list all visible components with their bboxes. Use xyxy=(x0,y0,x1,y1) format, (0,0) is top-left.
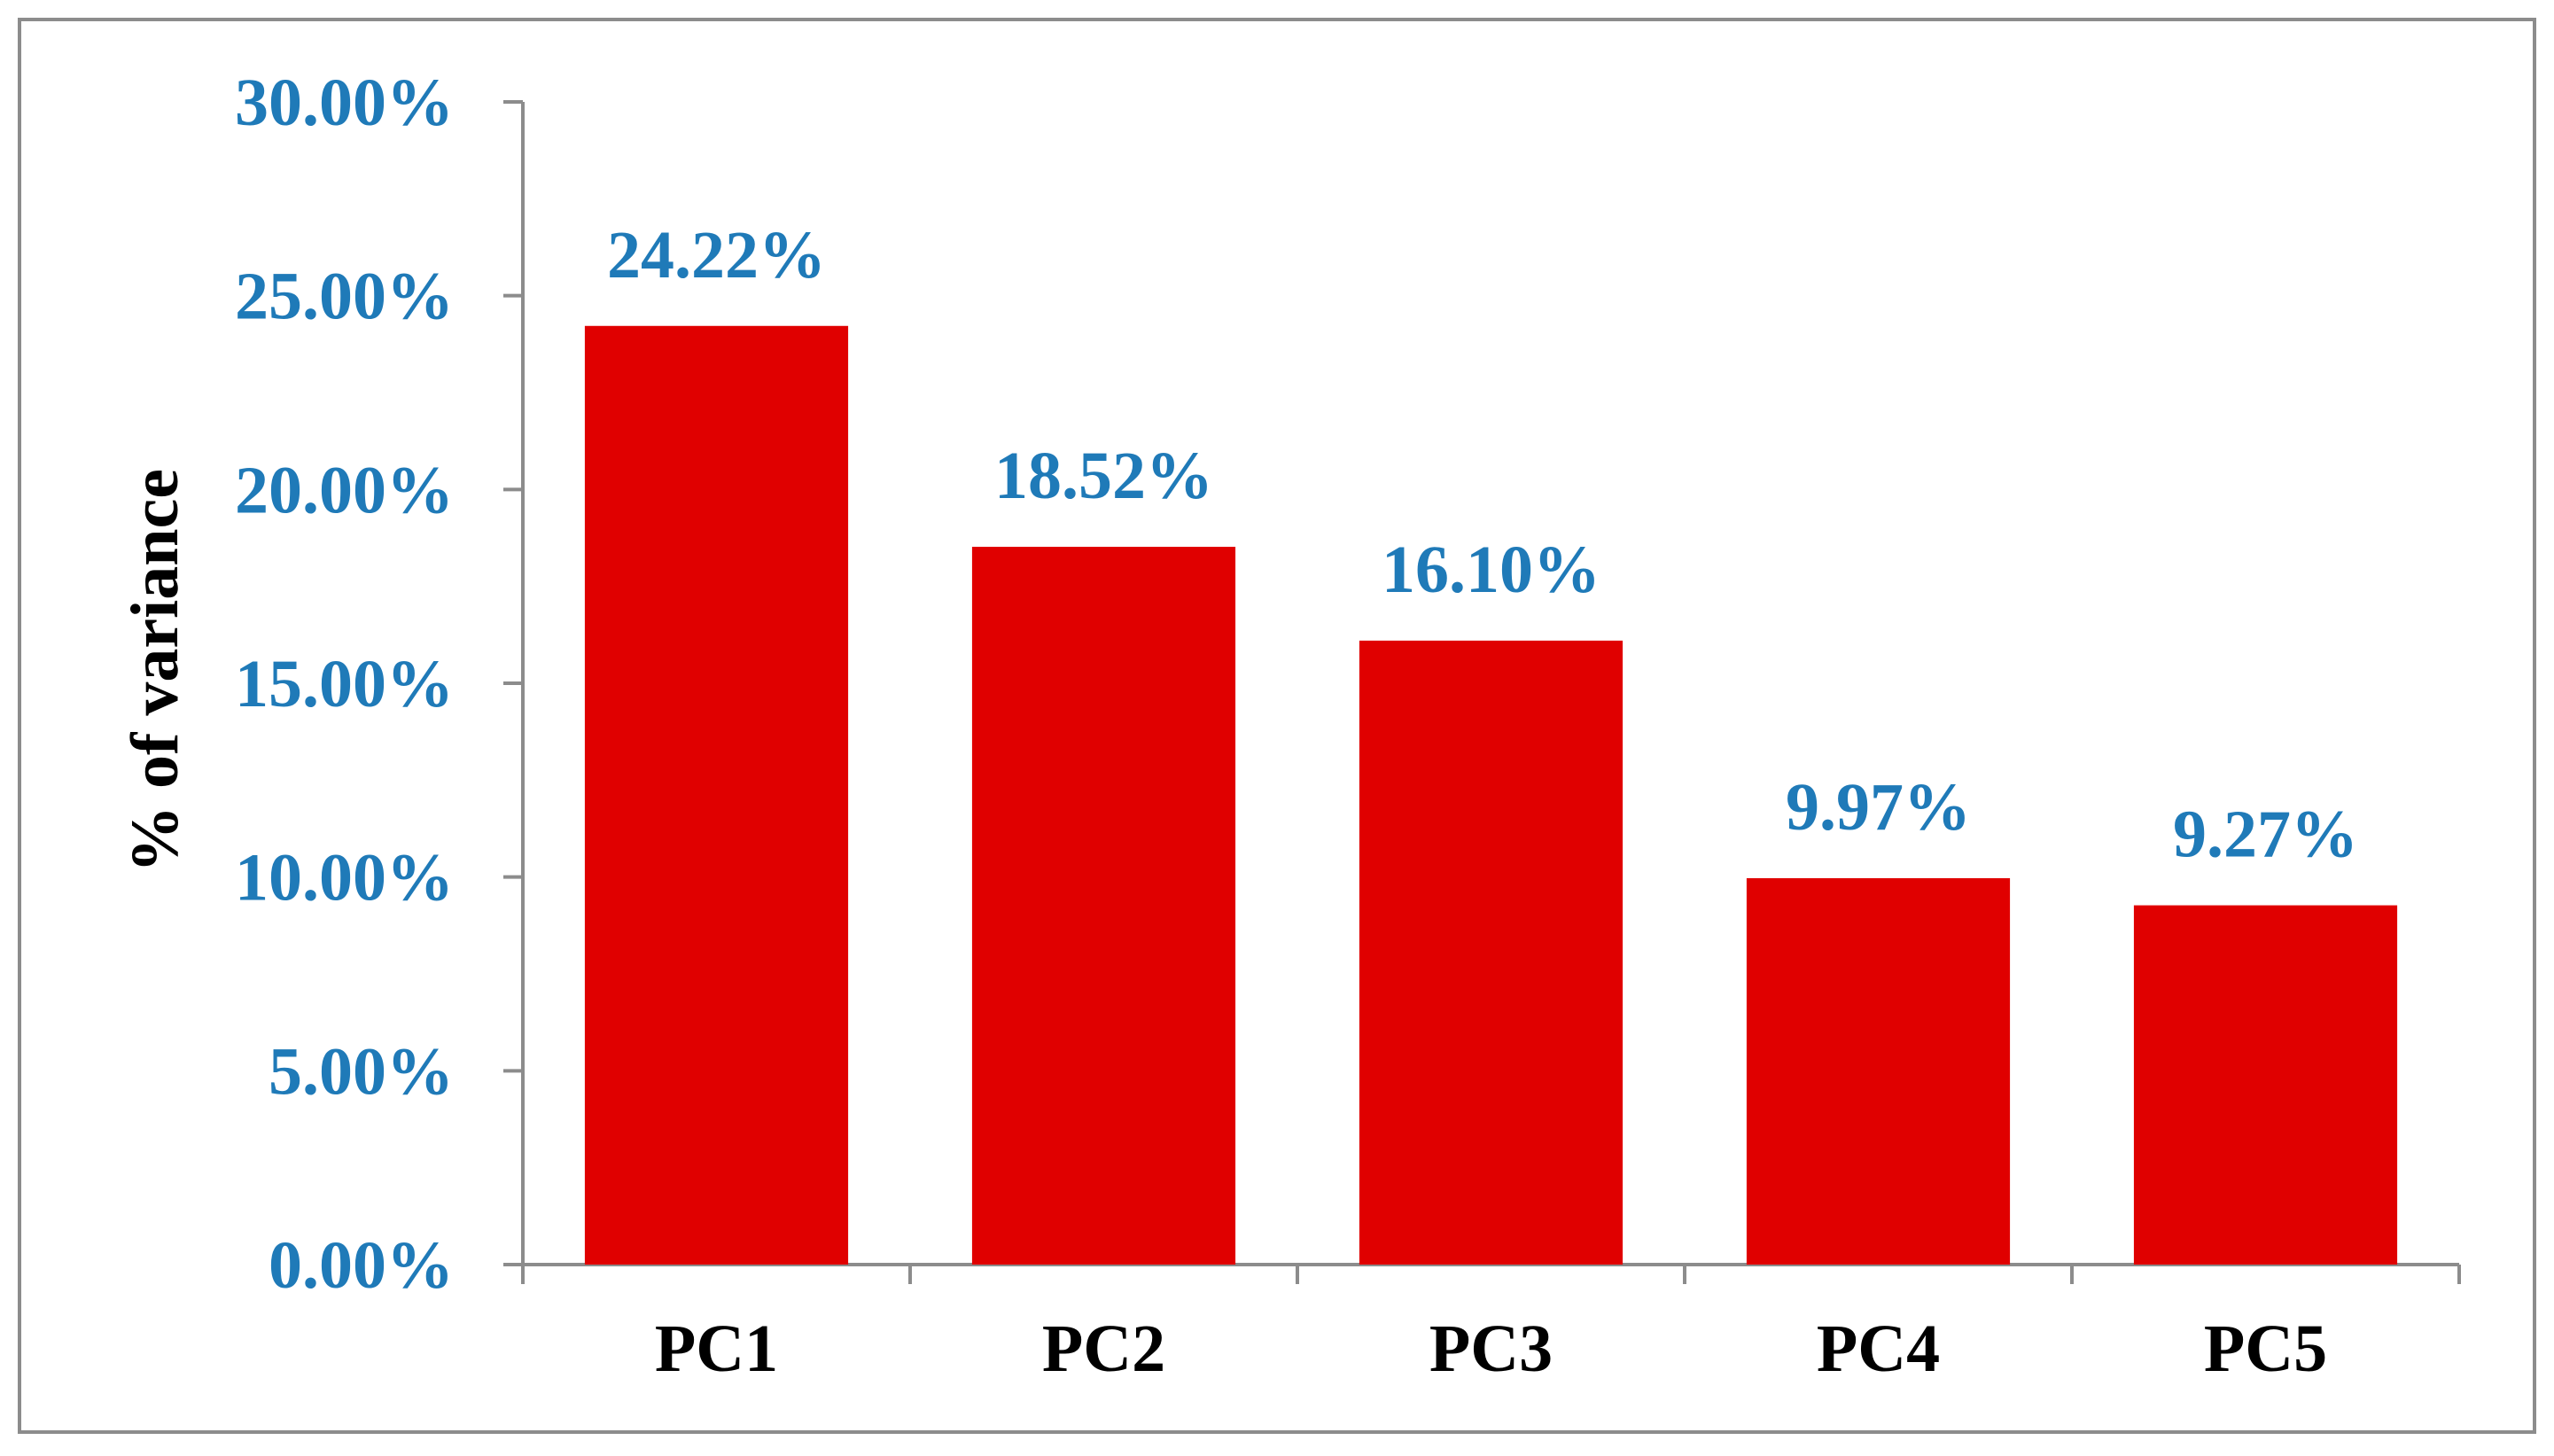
x-tick-label-pc5: PC5 xyxy=(2204,1312,2327,1386)
data-label-pc1: 24.22% xyxy=(607,218,826,292)
y-axis-title: % of variance xyxy=(118,469,192,873)
chart-border xyxy=(18,18,2536,1434)
data-labels: 24.22% 18.52% 16.10% 9.97% 9.27% xyxy=(607,218,2358,872)
x-tick-label-pc3: PC3 xyxy=(1429,1312,1553,1386)
bar-pc4 xyxy=(1746,877,2011,1265)
x-tick-label-pc1: PC1 xyxy=(655,1312,778,1386)
bar-pc3 xyxy=(1359,640,1624,1265)
y-tick-label: 15.00% xyxy=(235,647,454,721)
x-tick-label-pc4: PC4 xyxy=(1817,1312,1940,1386)
y-tick-label: 20.00% xyxy=(235,453,454,527)
y-tick-label: 25.00% xyxy=(235,260,454,334)
y-axis: 0.00% 5.00% 10.00% 15.00% 20.00% 25.00% 30.00% xyxy=(235,66,525,1303)
data-label-pc4: 9.97% xyxy=(1786,770,1971,845)
data-label-pc2: 18.52% xyxy=(994,439,1213,513)
y-tick-label: 30.00% xyxy=(235,66,454,140)
x-tick-label-pc2: PC2 xyxy=(1042,1312,1165,1386)
data-label-pc5: 9.27% xyxy=(2173,798,2358,872)
bar-pc5 xyxy=(2133,905,2398,1265)
data-label-pc3: 16.10% xyxy=(1382,533,1600,607)
bar-pc1 xyxy=(584,325,849,1265)
bar-pc2 xyxy=(971,547,1236,1265)
y-tick-label: 0.00% xyxy=(269,1228,454,1303)
y-tick-label: 5.00% xyxy=(269,1034,454,1109)
y-tick-label: 10.00% xyxy=(235,841,454,915)
bars xyxy=(584,325,2398,1265)
